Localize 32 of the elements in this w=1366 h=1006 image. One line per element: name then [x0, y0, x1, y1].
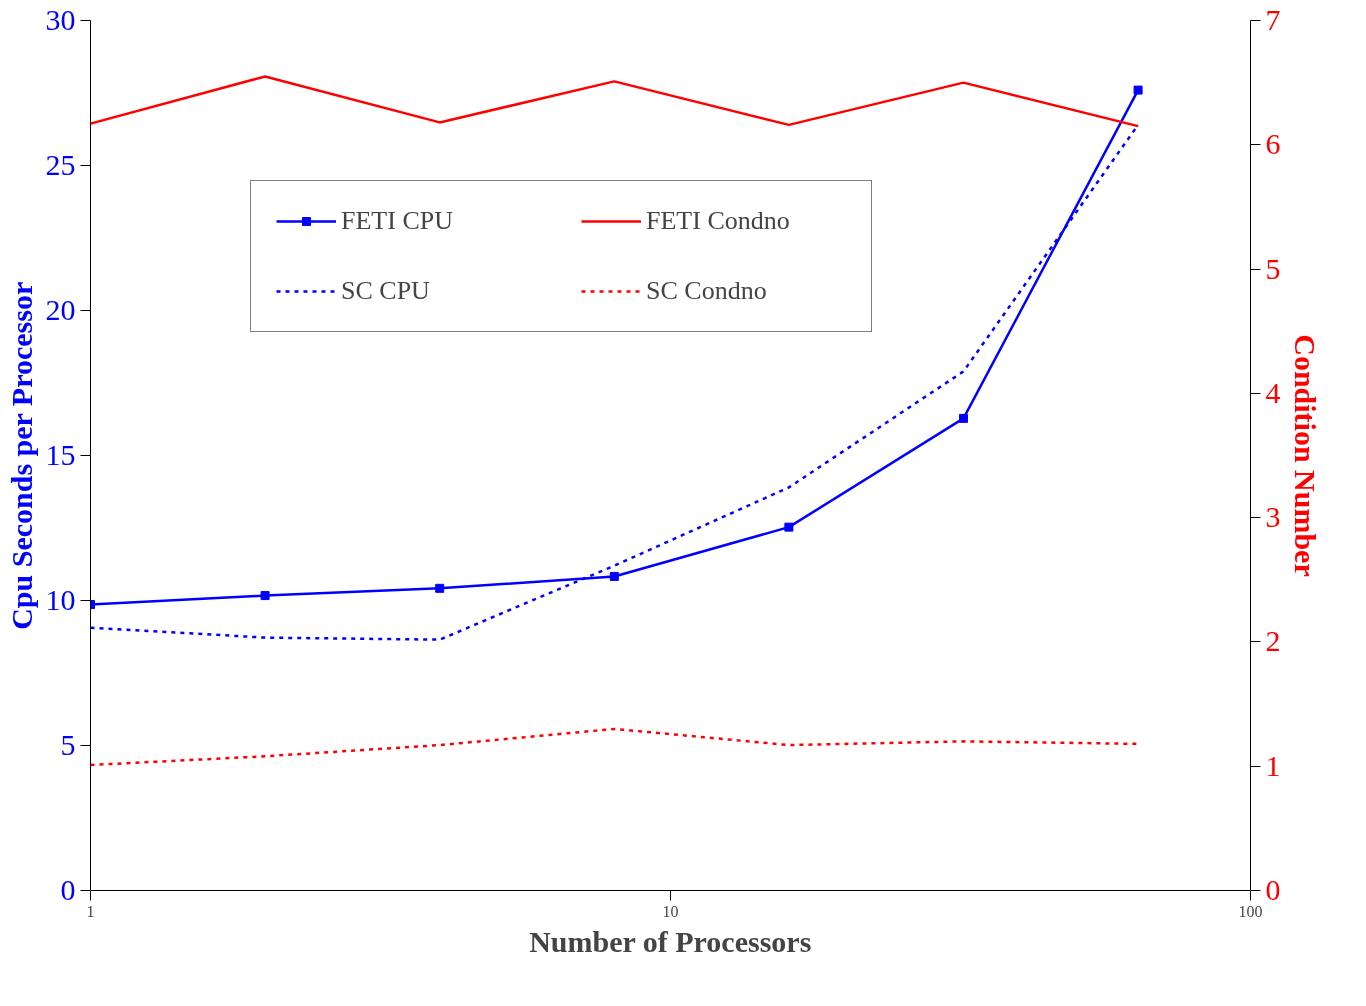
legend-label: SC Condno — [646, 276, 768, 306]
y2-tick-label: 2 — [1265, 624, 1281, 658]
y2-tick-label: 7 — [1265, 3, 1281, 36]
point — [260, 591, 270, 601]
y-tick-label: 15 — [45, 438, 76, 471]
y2-tick-label: 5 — [1265, 251, 1281, 285]
y2-axis-title: Condition Number — [1288, 334, 1322, 577]
y-tick-label: 10 — [45, 583, 76, 616]
point — [958, 413, 968, 423]
y2-tick-label: 6 — [1265, 127, 1281, 161]
y-tick-label: 5 — [60, 728, 76, 761]
x-axis-title: Number of Processors — [529, 924, 812, 958]
y-tick-label: 30 — [45, 3, 76, 36]
point — [609, 571, 619, 581]
y2-tick-label: 1 — [1265, 748, 1281, 782]
y2-tick-label: 3 — [1265, 500, 1281, 534]
x-tick-label: 100 — [1238, 902, 1263, 920]
legend-label: FETI CPU — [341, 206, 454, 236]
x-tick-label: 10 — [662, 902, 679, 920]
legend-label: SC CPU — [341, 276, 431, 306]
point — [435, 583, 445, 593]
x-tick-label: 1 — [86, 902, 95, 920]
y2-tick-label: 4 — [1265, 375, 1281, 409]
line-series — [90, 75, 1140, 128]
legend-label: FETI Condno — [646, 206, 791, 236]
point — [1133, 85, 1143, 95]
y-tick-label: 25 — [45, 148, 76, 181]
y-tick-label: 0 — [60, 873, 76, 906]
point — [784, 522, 794, 532]
y2-tick-label: 0 — [1265, 873, 1281, 906]
y-tick-label: 20 — [45, 293, 76, 326]
y-axis-title: Cpu Seconds per Processor — [4, 281, 38, 630]
